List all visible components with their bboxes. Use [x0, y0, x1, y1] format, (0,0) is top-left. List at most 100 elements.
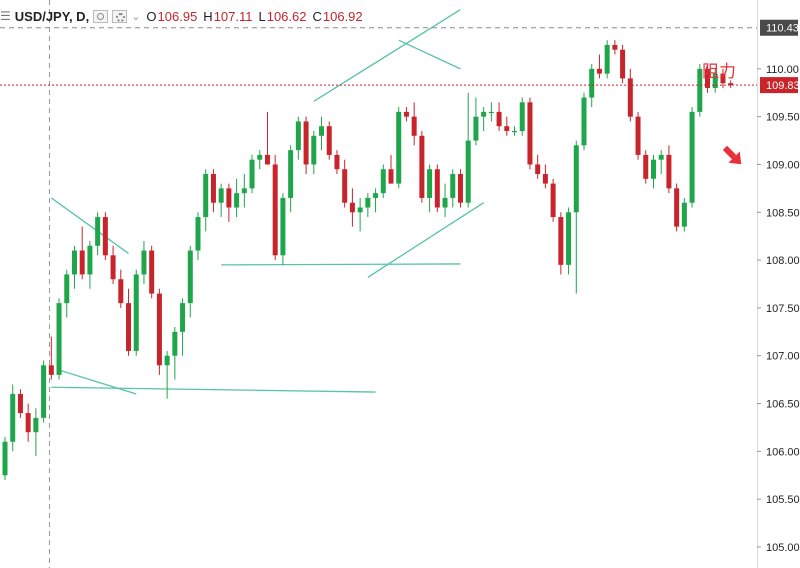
- candle-body: [388, 169, 394, 184]
- y-tick-label: 109.50: [766, 112, 800, 124]
- marked-level-tag: [760, 19, 798, 36]
- candle-body: [589, 68, 595, 98]
- candle-body: [481, 111, 487, 117]
- open-label: O: [146, 8, 157, 24]
- candle-body: [64, 274, 70, 304]
- candle-body: [133, 274, 139, 351]
- candle-body: [674, 188, 680, 227]
- candle-body: [427, 169, 433, 198]
- candle-body: [488, 111, 494, 114]
- eye-icon[interactable]: [93, 9, 109, 23]
- candle-body: [319, 126, 325, 136]
- candle-body: [627, 78, 633, 117]
- candle-body: [249, 159, 255, 189]
- candle-body: [635, 116, 641, 155]
- candle-body: [195, 217, 201, 251]
- trendline: [50, 197, 129, 254]
- y-tick-label: 107.00: [766, 351, 800, 363]
- candle-body: [403, 111, 409, 117]
- candle-body: [164, 355, 170, 366]
- candle-body: [512, 131, 518, 133]
- candle-body: [79, 250, 85, 275]
- candle-body: [241, 188, 247, 194]
- candle-body: [334, 154, 340, 170]
- y-tick-label: 105.50: [766, 494, 800, 506]
- trendline: [51, 386, 376, 393]
- candle-body: [48, 365, 54, 375]
- close-label: C: [312, 8, 322, 24]
- trendlines: [50, 9, 484, 395]
- legend-bar: ☰ USD/JPY, D, ⌄ O 106.95 H 107.11 L 106.62 …: [0, 6, 363, 26]
- candle-body: [697, 68, 703, 112]
- candle-body: [102, 217, 108, 256]
- candle-body: [25, 413, 31, 433]
- candle-body: [411, 116, 417, 136]
- candle-body: [450, 174, 456, 198]
- y-tick-label: 108.00: [766, 255, 800, 267]
- candle-body: [210, 174, 216, 203]
- candle-body: [342, 169, 348, 203]
- y-tick-label: 107.50: [766, 303, 800, 315]
- candles: [2, 40, 734, 481]
- candle-body: [257, 154, 263, 160]
- low-value: 106.62: [266, 8, 307, 24]
- candle-body: [604, 44, 610, 74]
- candle-body: [349, 202, 355, 213]
- legend-menu-icon[interactable]: ☰: [0, 9, 11, 23]
- candle-body: [95, 217, 101, 246]
- candle-body: [87, 245, 93, 275]
- candle-body: [10, 393, 16, 442]
- candle-body: [542, 174, 548, 184]
- trendline: [221, 263, 461, 266]
- candle-body: [272, 164, 278, 256]
- candle-body: [264, 154, 270, 165]
- open-value: 106.95: [157, 8, 198, 24]
- y-tick-label: 110.00: [766, 64, 799, 76]
- candle-body: [712, 73, 718, 88]
- candle-body: [566, 212, 572, 265]
- candle-body: [141, 250, 147, 275]
- last-price-label: 109.83: [766, 80, 800, 92]
- candle-body: [218, 188, 224, 203]
- candle-body: [365, 197, 371, 208]
- candle-body: [234, 193, 240, 208]
- candle-body: [558, 217, 564, 265]
- candle-body: [71, 250, 77, 275]
- arrow-head: [728, 151, 742, 165]
- y-tick-label: 106.00: [766, 446, 800, 458]
- candle-body: [311, 135, 317, 165]
- candle-body: [643, 154, 649, 179]
- candle-body: [172, 331, 178, 356]
- candle-body: [295, 121, 301, 151]
- candle-body: [156, 293, 162, 366]
- price-axis[interactable]: 110.00 109.50 109.00 108.50 108.00 107.50 107.…: [757, 0, 800, 568]
- candle-body: [620, 49, 626, 79]
- candle-body: [535, 164, 541, 175]
- trendline: [58, 369, 137, 395]
- candle-body: [56, 303, 62, 375]
- trendline: [367, 202, 484, 278]
- candle-body: [419, 135, 425, 198]
- close-value: 106.92: [322, 8, 363, 24]
- candle-body: [573, 145, 579, 213]
- candle-body: [303, 121, 309, 165]
- candle-body: [496, 111, 502, 127]
- chevron-down-icon[interactable]: ⌄: [131, 10, 141, 23]
- arrow-shaft: [722, 145, 737, 160]
- symbol-label[interactable]: USD/JPY, D,: [14, 8, 90, 24]
- candle-body: [550, 183, 556, 218]
- trendline: [313, 9, 461, 102]
- candle-body: [658, 154, 664, 160]
- candle-body: [705, 68, 711, 88]
- last-price-tag: [760, 77, 798, 94]
- candle-body: [581, 97, 587, 146]
- candle-body: [180, 303, 186, 332]
- candle-body: [17, 393, 23, 414]
- gear-icon[interactable]: [112, 9, 128, 23]
- y-tick-label: 108.50: [766, 207, 800, 219]
- arrow-down-right-icon: [722, 145, 742, 165]
- candle-body: [2, 441, 8, 476]
- high-label: H: [203, 8, 213, 24]
- candle-body: [110, 255, 116, 280]
